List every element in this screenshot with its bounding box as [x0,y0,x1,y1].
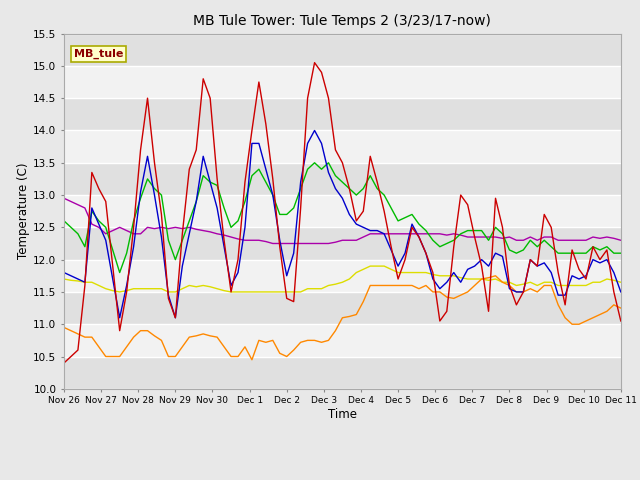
Tul2_Ts-32 [520,238,527,243]
Line: Tul2_Ts-8: Tul2_Ts-8 [64,276,621,360]
Line: Tul2_Ts-2: Tul2_Ts-2 [64,131,621,318]
Tul2_Ts-16 [617,279,625,285]
Bar [64,163,621,195]
Tul2_Ts-8 [492,273,499,279]
Bar [64,98,621,131]
Tul2_Ts-2 [380,231,388,237]
Tul2_Ts-4 [60,218,68,224]
Tul2_Ts-32 [60,195,68,201]
Tul2_Ts-4 [617,250,625,256]
Tul2_Ts-2 [575,276,583,282]
Bar [64,324,621,357]
Tul2_Ts-2 [116,315,124,321]
Bar [64,66,621,98]
Bar [64,195,621,228]
Tul2_Ts-32 [568,238,576,243]
Tul2_Ts-8 [575,321,583,327]
Bar [64,34,621,66]
Tul2_Tw+2 [373,179,381,185]
Tul2_Ts-4 [575,250,583,256]
Tul2_Ts-2 [60,270,68,276]
X-axis label: Time: Time [328,408,357,421]
Tul2_Ts-16 [422,270,430,276]
Tul2_Ts-16 [527,279,534,285]
Tul2_Tw+2 [477,263,485,269]
Tul2_Ts-16 [380,263,388,269]
Tul2_Ts-16 [60,276,68,282]
Tul2_Ts-32 [477,234,485,240]
Tul2_Ts-8 [477,276,485,282]
Line: Tul2_Ts-16: Tul2_Ts-16 [64,266,621,292]
Tul2_Tw+2 [617,318,625,324]
Bar [64,292,621,324]
Bar [64,260,621,292]
Tul2_Ts-2 [527,257,534,263]
Tul2_Ts-16 [575,283,583,288]
Line: Tul2_Ts-4: Tul2_Ts-4 [64,163,621,273]
Tul2_Ts-32 [617,238,625,243]
Tul2_Ts-8 [527,286,534,291]
Tul2_Ts-2 [554,292,562,298]
Bar [64,357,621,389]
Tul2_Ts-4 [554,250,562,256]
Y-axis label: Temperature (C): Temperature (C) [17,163,30,260]
Tul2_Ts-8 [60,324,68,330]
Tul2_Ts-2 [422,250,430,256]
Text: MB_tule: MB_tule [74,48,124,59]
Line: Tul2_Ts-32: Tul2_Ts-32 [64,198,621,243]
Bar [64,131,621,163]
Tul2_Ts-32 [547,234,555,240]
Tul2_Ts-4 [527,238,534,243]
Tul2_Ts-4 [116,270,124,276]
Tul2_Ts-16 [554,283,562,288]
Tul2_Ts-8 [248,357,256,362]
Tul2_Ts-4 [484,238,492,243]
Tul2_Ts-2 [484,263,492,269]
Tul2_Ts-32 [415,231,423,237]
Line: Tul2_Tw+2: Tul2_Tw+2 [64,63,621,363]
Tul2_Ts-16 [366,263,374,269]
Tul2_Ts-32 [373,231,381,237]
Tul2_Ts-4 [422,228,430,233]
Bar [64,228,621,260]
Tul2_Ts-2 [310,128,318,133]
Tul2_Ts-4 [380,192,388,198]
Tul2_Ts-8 [415,286,423,291]
Tul2_Tw+2 [60,360,68,366]
Tul2_Tw+2 [568,247,576,253]
Tul2_Ts-8 [373,283,381,288]
Tul2_Ts-8 [617,305,625,311]
Tul2_Ts-8 [554,302,562,308]
Tul2_Ts-16 [484,277,492,283]
Tul2_Tw+2 [547,225,555,230]
Tul2_Tw+2 [310,60,318,66]
Tul2_Ts-32 [269,240,276,246]
Tul2_Ts-4 [310,160,318,166]
Tul2_Tw+2 [520,289,527,295]
Tul2_Tw+2 [415,234,423,240]
Tul2_Ts-16 [116,289,124,295]
Tul2_Ts-2 [617,289,625,295]
Legend: Tul2_Tw+2, Tul2_Ts-2, Tul2_Ts-4, Tul2_Ts-8, Tul2_Ts-16, Tul2_Ts-32: Tul2_Tw+2, Tul2_Ts-2, Tul2_Ts-4, Tul2_Ts… [83,478,602,480]
Title: MB Tule Tower: Tule Temps 2 (3/23/17-now): MB Tule Tower: Tule Temps 2 (3/23/17-now… [193,14,492,28]
